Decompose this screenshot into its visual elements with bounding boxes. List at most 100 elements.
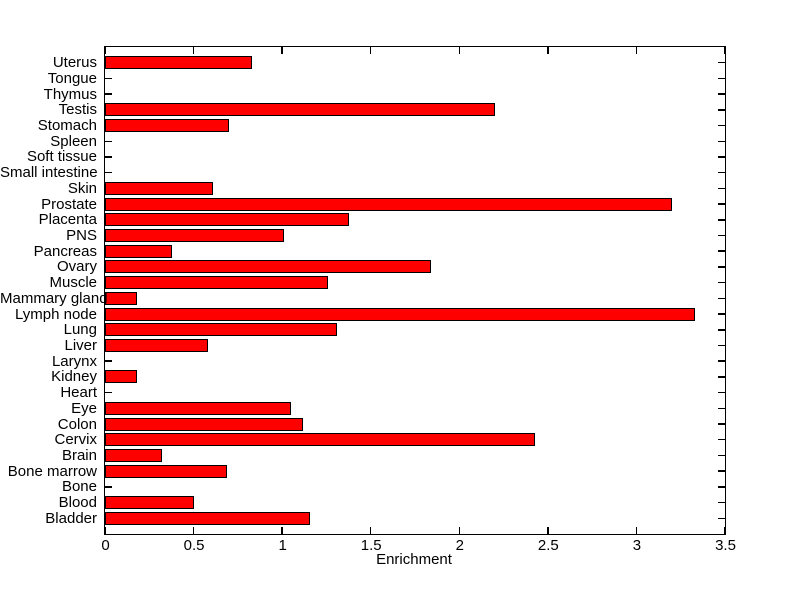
- y-tick-label: Skin: [67, 179, 97, 197]
- y-tick-left: [105, 360, 112, 362]
- x-tick-label: 3: [632, 537, 642, 554]
- y-tick-label: Eye: [71, 399, 97, 417]
- y-tick-right: [718, 313, 725, 315]
- bar-muscle: [105, 276, 329, 290]
- bar-colon: [105, 417, 304, 431]
- y-tick-label: Lymph node: [14, 305, 97, 323]
- y-tick-label: Ovary: [56, 258, 97, 276]
- y-tick-label: Thymus: [43, 85, 97, 103]
- y-tick-right: [718, 486, 725, 488]
- y-tick-label: Bone: [61, 478, 97, 496]
- x-tick-top: [281, 47, 283, 54]
- y-tick-left: [105, 391, 112, 394]
- y-tick-left: [105, 93, 112, 95]
- bar-uterus: [105, 56, 253, 70]
- y-tick-left: [105, 486, 112, 488]
- y-tick-label: Testis: [58, 101, 97, 119]
- y-tick-right: [718, 61, 725, 64]
- y-tick-label: Larynx: [51, 352, 97, 370]
- y-tick-label: Bone marrow: [7, 462, 97, 480]
- y-tick-label: Brain: [61, 446, 97, 464]
- y-tick-label: Liver: [64, 336, 97, 354]
- bar-ovary: [105, 260, 431, 274]
- y-tick-label: Uterus: [52, 54, 97, 72]
- bar-placenta: [105, 213, 350, 227]
- bar-bladder: [105, 511, 311, 525]
- y-tick-label: Pancreas: [33, 242, 97, 260]
- y-tick-right: [718, 266, 725, 268]
- y-tick-label: Prostate: [41, 195, 97, 213]
- bar-stomach: [105, 119, 229, 133]
- y-tick-label: Bladder: [45, 509, 97, 527]
- y-tick-label: Soft tissue: [26, 148, 97, 166]
- x-axis-title: Enrichment: [376, 551, 452, 568]
- x-tick-label: 3.5: [715, 537, 736, 554]
- y-tick-label: Kidney: [51, 368, 97, 386]
- x-tick-top: [547, 47, 549, 54]
- y-tick-right: [718, 203, 725, 205]
- x-tick-bottom: [104, 527, 106, 534]
- x-tick-bottom: [547, 527, 549, 534]
- y-tick-label: Cervix: [54, 431, 97, 449]
- y-tick-right: [718, 171, 725, 174]
- y-tick-label: PNS: [66, 227, 97, 245]
- y-tick-label: Heart: [60, 384, 97, 402]
- y-tick-right: [718, 501, 725, 504]
- x-tick-top: [635, 47, 638, 54]
- x-tick-bottom: [281, 527, 283, 534]
- y-tick-right: [718, 250, 725, 252]
- x-tick-top: [724, 47, 726, 54]
- bar-bone-marrow: [105, 464, 228, 478]
- y-tick-label: Stomach: [37, 117, 97, 135]
- y-tick-right: [718, 438, 725, 441]
- y-tick-right: [718, 234, 725, 237]
- y-tick-right: [718, 140, 725, 142]
- y-tick-right: [718, 470, 725, 472]
- x-tick-bottom: [369, 527, 372, 534]
- y-tick-right: [718, 156, 725, 158]
- bar-mammary-gland: [105, 291, 137, 305]
- y-tick-label: Tongue: [47, 69, 97, 87]
- x-tick-label: 1: [278, 537, 287, 554]
- x-tick-bottom: [635, 527, 638, 534]
- y-tick-label: Spleen: [50, 132, 97, 150]
- x-tick-label: 2.5: [537, 537, 559, 554]
- y-tick-right: [718, 407, 725, 410]
- y-tick-right: [718, 281, 725, 284]
- y-tick-right: [718, 187, 725, 190]
- y-tick-label: Colon: [57, 415, 97, 433]
- y-tick-right: [718, 344, 725, 347]
- bar-lung: [105, 323, 338, 337]
- y-tick-label: Placenta: [38, 211, 97, 229]
- x-tick-label: 0: [101, 537, 110, 554]
- y-tick-right: [718, 391, 725, 394]
- x-tick-label: 1.5: [360, 537, 382, 554]
- y-tick-right: [718, 423, 725, 425]
- bar-prostate: [105, 197, 672, 211]
- x-tick-label: 2: [455, 537, 464, 554]
- x-tick-top: [104, 47, 106, 54]
- bar-liver: [105, 338, 208, 352]
- bar-cervix: [105, 433, 536, 447]
- y-tick-label: Lung: [63, 321, 97, 339]
- y-tick-right: [718, 109, 725, 111]
- bar-pns: [105, 229, 284, 243]
- y-tick-left: [105, 171, 112, 174]
- y-tick-left: [105, 77, 112, 80]
- bar-brain: [105, 448, 162, 462]
- x-tick-top: [192, 47, 195, 54]
- y-tick-left: [105, 140, 112, 142]
- bar-blood: [105, 496, 194, 510]
- y-tick-right: [718, 329, 725, 331]
- y-tick-label: Muscle: [49, 274, 97, 292]
- y-tick-right: [718, 77, 725, 80]
- bar-kidney: [105, 370, 137, 384]
- bar-testis: [105, 103, 495, 117]
- y-tick-right: [718, 93, 725, 95]
- bar-eye: [105, 401, 291, 415]
- x-tick-top: [458, 47, 461, 54]
- y-tick-right: [718, 219, 725, 221]
- y-tick-left: [105, 156, 112, 158]
- x-tick-bottom: [724, 527, 726, 534]
- y-tick-right: [718, 376, 725, 378]
